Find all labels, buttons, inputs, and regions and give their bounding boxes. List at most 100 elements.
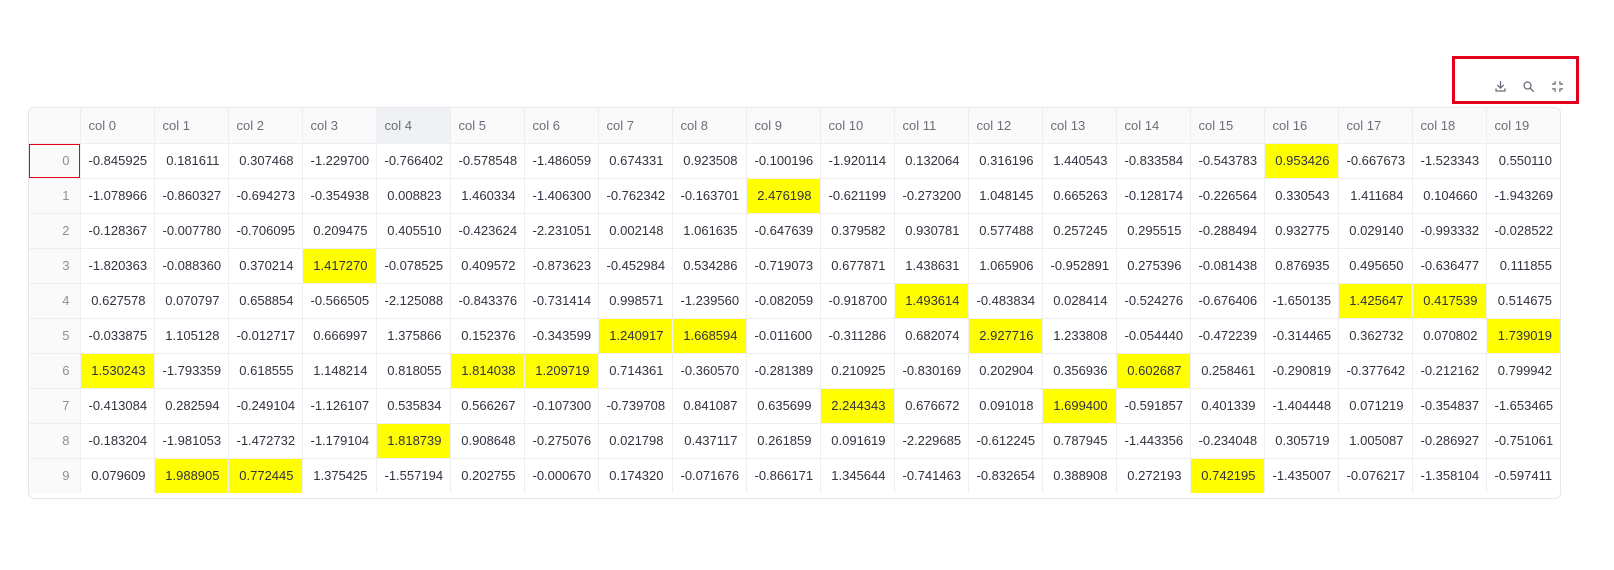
table-cell[interactable]: 0.405510	[376, 213, 451, 249]
table-cell[interactable]: 0.953426	[1264, 143, 1339, 179]
table-cell[interactable]: -0.012717	[228, 318, 303, 354]
fullscreen-button[interactable]	[1548, 76, 1568, 96]
table-cell[interactable]: 0.799942	[1486, 353, 1560, 389]
table-cell[interactable]: 0.676672	[894, 388, 969, 424]
table-cell[interactable]: -0.128174	[1116, 178, 1191, 214]
table-cell[interactable]: 0.535834	[376, 388, 451, 424]
dataframe-grid[interactable]: col 0 col 1 col 2 col 3 col 4 col 5 col 6 col 7…	[28, 107, 1561, 499]
table-cell[interactable]: 0.514675	[1486, 283, 1560, 319]
table-cell[interactable]: -0.275076	[524, 423, 599, 459]
table-cell[interactable]: 0.305719	[1264, 423, 1339, 459]
table-cell[interactable]: 0.998571	[598, 283, 673, 319]
table-cell[interactable]: -0.706095	[228, 213, 303, 249]
column-header[interactable]: col 17	[1338, 108, 1413, 144]
table-cell[interactable]: 1.440543	[1042, 143, 1117, 179]
table-cell[interactable]: 0.923508	[672, 143, 747, 179]
table-cell[interactable]: 1.209719	[524, 353, 599, 389]
table-cell[interactable]: 1.233808	[1042, 318, 1117, 354]
table-cell[interactable]: -0.843376	[450, 283, 525, 319]
table-cell[interactable]: 0.021798	[598, 423, 673, 459]
table-cell[interactable]: 0.658854	[228, 283, 303, 319]
table-cell[interactable]: -0.314465	[1264, 318, 1339, 354]
table-cell[interactable]: 0.388908	[1042, 458, 1117, 493]
table-cell[interactable]: 0.029140	[1338, 213, 1413, 249]
table-cell[interactable]: -1.472732	[228, 423, 303, 459]
table-cell[interactable]: 0.008823	[376, 178, 451, 214]
table-cell[interactable]: 0.370214	[228, 248, 303, 284]
table-cell[interactable]: 0.202904	[968, 353, 1043, 389]
table-cell[interactable]: 0.818055	[376, 353, 451, 389]
table-cell[interactable]: 0.495650	[1338, 248, 1413, 284]
table-cell[interactable]: 0.618555	[228, 353, 303, 389]
table-cell[interactable]: -0.833584	[1116, 143, 1191, 179]
table-cell[interactable]: 1.739019	[1486, 318, 1560, 354]
table-cell[interactable]: 0.104660	[1412, 178, 1487, 214]
column-header[interactable]: col 9	[746, 108, 821, 144]
table-cell[interactable]: -0.054440	[1116, 318, 1191, 354]
column-header[interactable]: col 4	[376, 108, 451, 144]
table-cell[interactable]: -1.078966	[80, 178, 155, 214]
table-cell[interactable]: -0.007780	[154, 213, 229, 249]
table-cell[interactable]: 0.876935	[1264, 248, 1339, 284]
column-header[interactable]: col 19	[1486, 108, 1560, 144]
table-cell[interactable]: -0.845925	[80, 143, 155, 179]
column-header[interactable]: col 18	[1412, 108, 1487, 144]
table-cell[interactable]: 0.111855	[1486, 248, 1560, 284]
table-cell[interactable]: 1.814038	[450, 353, 525, 389]
table-cell[interactable]: 0.674331	[598, 143, 673, 179]
table-cell[interactable]: -0.249104	[228, 388, 303, 424]
table-cell[interactable]: 0.742195	[1190, 458, 1265, 493]
table-cell[interactable]: -0.354837	[1412, 388, 1487, 424]
table-cell[interactable]: 1.438631	[894, 248, 969, 284]
table-cell[interactable]: -0.082059	[746, 283, 821, 319]
table-cell[interactable]: 0.666997	[302, 318, 377, 354]
table-cell[interactable]: -1.557194	[376, 458, 451, 493]
table-cell[interactable]: -1.358104	[1412, 458, 1487, 493]
table-cell[interactable]: -0.952891	[1042, 248, 1117, 284]
table-cell[interactable]: 1.411684	[1338, 178, 1413, 214]
table-cell[interactable]: 0.209475	[302, 213, 377, 249]
column-header[interactable]: col 7	[598, 108, 673, 144]
table-cell[interactable]: -0.071676	[672, 458, 747, 493]
table-cell[interactable]: 0.181611	[154, 143, 229, 179]
table-cell[interactable]: 0.079609	[80, 458, 155, 493]
table-cell[interactable]: -1.239560	[672, 283, 747, 319]
table-cell[interactable]: 0.772445	[228, 458, 303, 493]
table-cell[interactable]: -0.234048	[1190, 423, 1265, 459]
table-cell[interactable]: 1.493614	[894, 283, 969, 319]
table-cell[interactable]: 1.818739	[376, 423, 451, 459]
table-cell[interactable]: 1.668594	[672, 318, 747, 354]
table-cell[interactable]: -0.413084	[80, 388, 155, 424]
table-cell[interactable]: -1.920114	[820, 143, 895, 179]
table-cell[interactable]: -1.443356	[1116, 423, 1191, 459]
table-cell[interactable]: -0.212162	[1412, 353, 1487, 389]
table-cell[interactable]: -0.311286	[820, 318, 895, 354]
table-cell[interactable]: 1.065906	[968, 248, 1043, 284]
column-header[interactable]: col 2	[228, 108, 303, 144]
table-cell[interactable]: -0.078525	[376, 248, 451, 284]
table-cell[interactable]: 0.152376	[450, 318, 525, 354]
table-cell[interactable]: 1.988905	[154, 458, 229, 493]
table-cell[interactable]: -0.636477	[1412, 248, 1487, 284]
table-cell[interactable]: 0.330543	[1264, 178, 1339, 214]
table-cell[interactable]: -0.128367	[80, 213, 155, 249]
row-index-cell[interactable]: 8	[29, 423, 81, 459]
table-cell[interactable]: 0.132064	[894, 143, 969, 179]
table-cell[interactable]: -0.028522	[1486, 213, 1560, 249]
table-cell[interactable]: -0.423624	[450, 213, 525, 249]
table-cell[interactable]: 0.257245	[1042, 213, 1117, 249]
table-cell[interactable]: 0.070797	[154, 283, 229, 319]
row-index-cell[interactable]: 1	[29, 178, 81, 214]
table-cell[interactable]: -0.762342	[598, 178, 673, 214]
table-cell[interactable]: 1.105128	[154, 318, 229, 354]
table-cell[interactable]: -0.993332	[1412, 213, 1487, 249]
table-cell[interactable]: 0.714361	[598, 353, 673, 389]
table-cell[interactable]: 1.048145	[968, 178, 1043, 214]
table-cell[interactable]: 0.401339	[1190, 388, 1265, 424]
table-cell[interactable]: -0.694273	[228, 178, 303, 214]
table-cell[interactable]: 0.202755	[450, 458, 525, 493]
table-cell[interactable]: 0.071219	[1338, 388, 1413, 424]
table-cell[interactable]: -0.830169	[894, 353, 969, 389]
table-cell[interactable]: -0.676406	[1190, 283, 1265, 319]
table-cell[interactable]: -1.523343	[1412, 143, 1487, 179]
